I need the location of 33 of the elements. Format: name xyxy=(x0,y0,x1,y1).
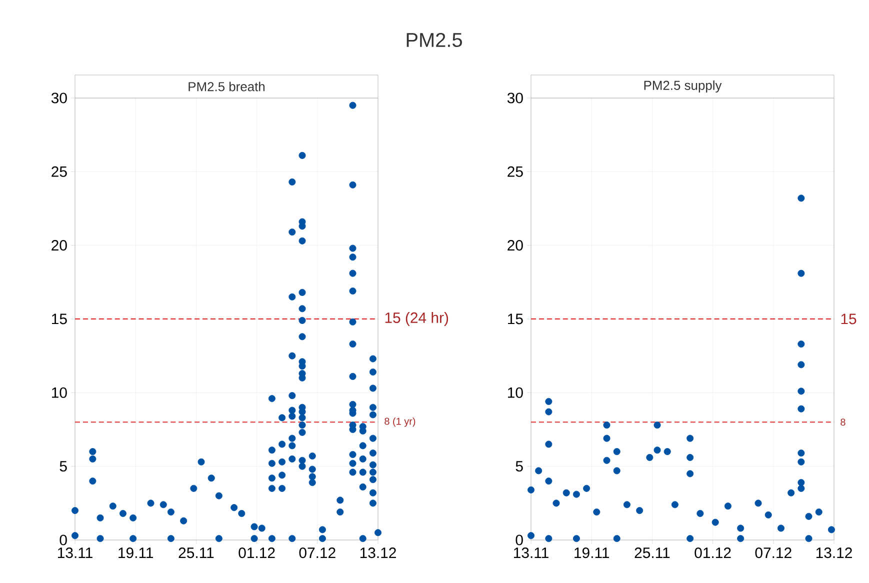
y-tick-label: 15 xyxy=(52,314,67,324)
y-tick-label: 20 xyxy=(508,240,523,251)
x-tick-label: 13.12 xyxy=(360,548,396,558)
ref-line-label: 8 (1 yr) xyxy=(384,417,416,427)
x-tick-label: 25.11 xyxy=(178,548,214,558)
x-tick-label: 25.11 xyxy=(634,548,670,558)
y-tick-label: 0 xyxy=(516,534,523,546)
x-tick-label: 13.11 xyxy=(514,548,548,558)
text: PM2.5 xyxy=(406,32,462,48)
chart-subtitle: PM2.5 supply xyxy=(644,80,722,93)
x-tick-label: 13.11 xyxy=(58,548,92,558)
x-tick-label: 01.12 xyxy=(694,548,731,558)
ref-line-label: 15 xyxy=(841,314,856,324)
x-tick-label: 19.11 xyxy=(118,548,154,558)
y-tick-label: 15 xyxy=(508,314,523,324)
x-tick-label: 07.12 xyxy=(299,548,336,558)
chart-subtitle: PM2.5 breath xyxy=(188,82,265,92)
y-tick-label: 25 xyxy=(508,166,523,177)
ref-line-label: 8 xyxy=(840,418,846,426)
y-tick-label: 5 xyxy=(516,461,523,472)
y-tick-label: 5 xyxy=(60,461,67,472)
y-tick-label: 10 xyxy=(508,387,523,398)
ref-line-label: 15 (24 hr) xyxy=(385,312,448,326)
y-tick-label: 20 xyxy=(52,240,67,251)
y-tick-label: 30 xyxy=(51,92,67,104)
y-tick-label: 25 xyxy=(52,166,67,177)
x-tick-label: 13.12 xyxy=(816,548,852,558)
y-tick-label: 0 xyxy=(60,534,67,546)
x-tick-label: 07.12 xyxy=(755,548,792,558)
y-tick-label: 10 xyxy=(52,387,67,398)
y-tick-label: 30 xyxy=(507,92,523,104)
x-tick-label: 19.11 xyxy=(574,548,610,558)
x-tick-label: 01.12 xyxy=(238,548,275,558)
